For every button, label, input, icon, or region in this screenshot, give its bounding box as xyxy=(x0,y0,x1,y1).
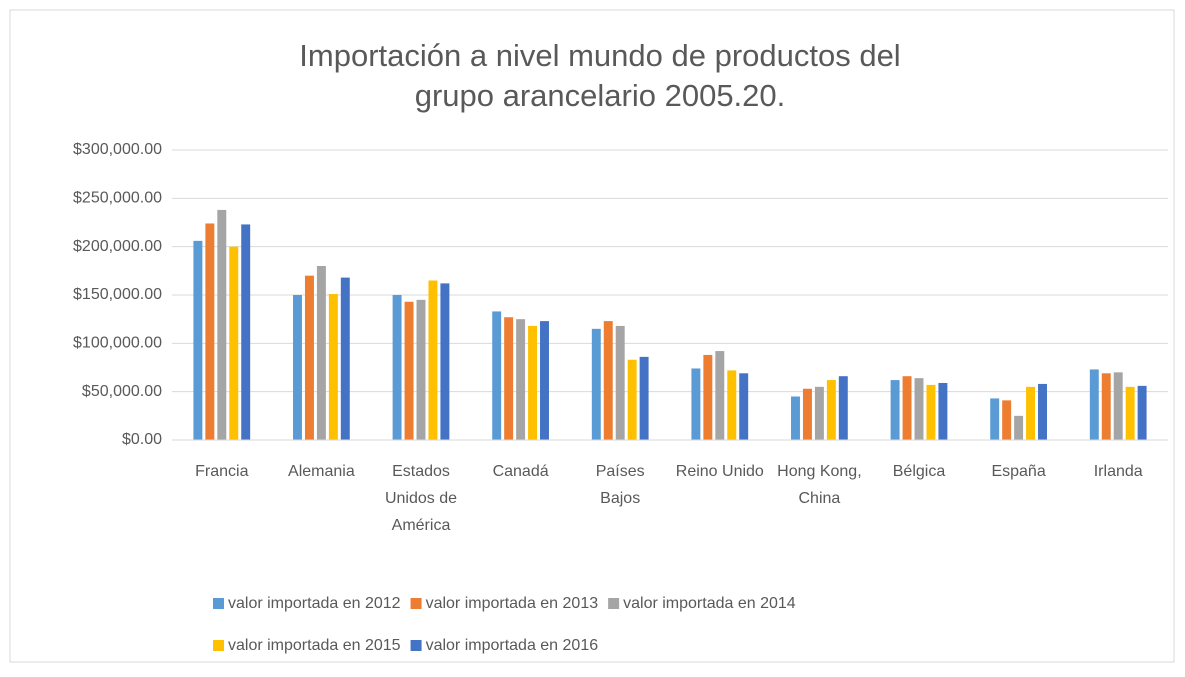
bar xyxy=(1038,383,1047,440)
x-tick-label: Estados Unidos de América xyxy=(385,463,457,534)
legend-swatch xyxy=(213,598,224,609)
x-tick-label: Bélgica xyxy=(893,463,946,480)
y-tick-label: $150,000.00 xyxy=(73,286,162,303)
x-tick-label: Irlanda xyxy=(1094,463,1143,480)
bar xyxy=(591,328,601,440)
bar xyxy=(229,246,239,440)
bar xyxy=(404,301,414,440)
bar xyxy=(990,398,1000,440)
bar xyxy=(1125,386,1135,440)
bar xyxy=(293,295,302,440)
bar xyxy=(890,380,900,440)
bar xyxy=(627,359,637,440)
bar xyxy=(528,325,538,440)
bar xyxy=(492,311,502,440)
y-tick-label: $100,000.00 xyxy=(73,335,162,352)
y-tick-label: $50,000.00 xyxy=(82,383,162,400)
bar xyxy=(304,275,314,440)
bar xyxy=(814,386,824,440)
bar xyxy=(639,356,649,440)
bar xyxy=(416,299,426,440)
bar xyxy=(938,382,948,440)
bar xyxy=(205,223,215,440)
x-tick-label: España xyxy=(991,463,1045,480)
bar xyxy=(603,321,613,440)
bar xyxy=(715,351,725,440)
legend-label: valor importada en 2015 xyxy=(228,637,401,654)
y-tick-label: $250,000.00 xyxy=(73,190,162,207)
x-tick-label: Canadá xyxy=(493,463,549,480)
bar xyxy=(340,277,350,440)
bar xyxy=(1026,386,1036,440)
bar xyxy=(1137,385,1147,440)
chart-title: Importación a nivel mundo de productos d… xyxy=(299,38,900,113)
bar xyxy=(1014,415,1024,440)
x-tick-label: Reino Unido xyxy=(676,463,764,480)
bar xyxy=(838,376,848,440)
x-tick-label: Hong Kong, China xyxy=(777,463,862,507)
bar xyxy=(1089,369,1099,440)
y-tick-label: $300,000.00 xyxy=(73,141,162,158)
legend-swatch xyxy=(608,598,620,609)
bar xyxy=(727,370,737,440)
bar xyxy=(926,384,936,440)
legend-swatch xyxy=(213,640,224,651)
bar xyxy=(802,388,812,440)
bar xyxy=(826,380,836,440)
x-tick-label: Alemania xyxy=(288,463,355,480)
bar xyxy=(1002,400,1012,440)
bar xyxy=(540,321,549,440)
bar xyxy=(615,325,625,440)
bar xyxy=(241,224,251,440)
legend-swatch xyxy=(410,598,422,609)
legend-label: valor importada en 2014 xyxy=(623,595,796,612)
bar xyxy=(328,294,338,440)
bar xyxy=(193,240,203,440)
y-tick-label: $0.00 xyxy=(122,431,162,448)
legend-label: valor importada en 2013 xyxy=(426,595,599,612)
bar xyxy=(217,209,227,440)
legend-label: valor importada en 2012 xyxy=(228,595,401,612)
bar xyxy=(440,283,450,440)
bar xyxy=(516,319,526,440)
bar xyxy=(428,280,438,440)
x-tick-label: Países Bajos xyxy=(596,463,645,507)
bar xyxy=(316,266,326,440)
bar xyxy=(691,368,701,440)
bar xyxy=(504,317,514,440)
bar xyxy=(791,396,800,440)
bar xyxy=(914,378,924,440)
bar xyxy=(1113,372,1123,440)
bar xyxy=(1101,373,1111,440)
legend-label: valor importada en 2016 xyxy=(426,637,599,654)
y-tick-label: $200,000.00 xyxy=(73,238,162,255)
legend-swatch xyxy=(410,640,422,651)
bar xyxy=(739,373,749,440)
bar xyxy=(703,354,713,440)
bar xyxy=(902,376,912,440)
x-tick-label: Francia xyxy=(195,463,248,480)
bar xyxy=(392,295,402,440)
